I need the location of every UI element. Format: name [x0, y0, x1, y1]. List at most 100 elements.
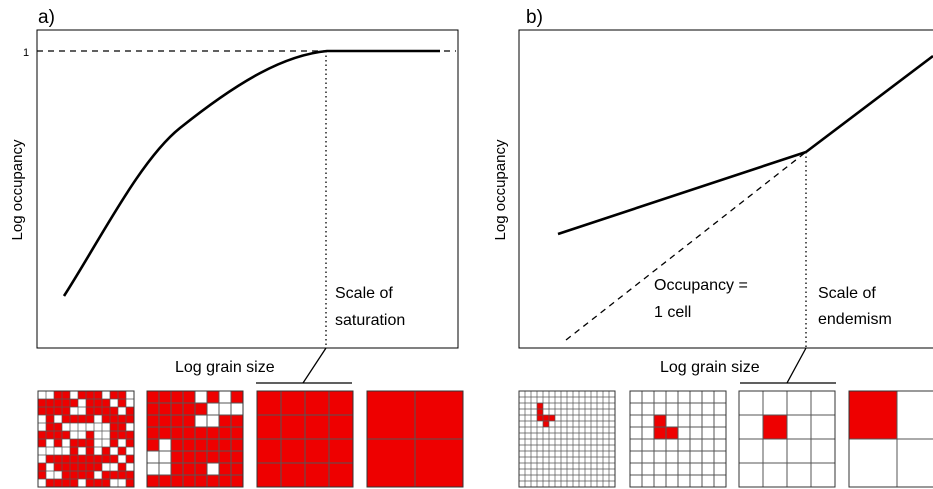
occupied-cell	[654, 415, 666, 427]
occupied-cell	[305, 391, 329, 415]
panel-a-annotation-line1: Scale of	[335, 285, 393, 302]
grid-border	[146, 390, 244, 488]
occupied-cell	[86, 407, 94, 415]
occupied-cell	[110, 439, 118, 447]
occupied-cell	[231, 475, 243, 487]
occupied-cell	[281, 439, 305, 463]
panel-a-y-axis-label: Log occupancy	[9, 139, 26, 240]
panel-a-grid-row	[37, 390, 464, 488]
occupied-cell	[110, 407, 118, 415]
occupied-cell	[219, 451, 231, 463]
occupied-cell	[62, 471, 70, 479]
occupied-cell	[86, 391, 94, 399]
occupied-cell	[118, 471, 126, 479]
occupied-cell	[62, 391, 70, 399]
occupied-cell	[126, 407, 134, 415]
panel-b-dashed-label-line1: Occupancy =	[654, 277, 748, 294]
occupied-cell	[183, 403, 195, 415]
panel-b-grid-4	[848, 390, 933, 488]
occupied-cell	[110, 423, 118, 431]
occupied-cell	[281, 463, 305, 487]
occupied-cell	[195, 403, 207, 415]
occupied-cell	[257, 463, 281, 487]
occupied-cell	[46, 415, 54, 423]
occupied-cell	[207, 427, 219, 439]
occupied-cell	[666, 427, 678, 439]
occupied-cell	[219, 427, 231, 439]
occupied-cell	[86, 455, 94, 463]
occupied-cell	[94, 479, 102, 487]
occupied-cell	[126, 471, 134, 479]
occupied-cell	[231, 427, 243, 439]
occupied-cell	[86, 399, 94, 407]
panel-a-occupancy-curve	[62, 49, 440, 297]
occupied-cell	[86, 439, 94, 447]
occupied-cell	[147, 403, 159, 415]
occupied-cell	[126, 455, 134, 463]
occupied-cell	[118, 463, 126, 471]
panel-b-upper-slope-line	[805, 54, 933, 154]
occupied-cell	[46, 455, 54, 463]
occupied-cell	[543, 421, 549, 427]
occupied-cell	[54, 439, 62, 447]
occupied-cell	[654, 427, 666, 439]
occupied-cell	[126, 479, 134, 487]
occupied-cell	[219, 439, 231, 451]
panel-b-one-cell-dashed-line	[565, 151, 807, 341]
occupied-cell	[62, 463, 70, 471]
occupied-cell	[329, 439, 353, 463]
occupied-cell	[118, 415, 126, 423]
occupied-cell	[231, 451, 243, 463]
occupied-cell	[118, 391, 126, 399]
occupied-cell	[70, 447, 78, 455]
occupied-cell	[281, 415, 305, 439]
panel-a-plot-frame	[36, 29, 459, 349]
occupied-cell	[118, 423, 126, 431]
panel-b-grid-2	[629, 390, 727, 488]
occupied-cell	[171, 475, 183, 487]
occupied-cell	[46, 407, 54, 415]
panel-b-callout-diagonal	[786, 347, 807, 384]
occupied-cell	[110, 455, 118, 463]
occupied-cell	[86, 479, 94, 487]
occupied-cell	[171, 427, 183, 439]
panel-a-x-axis-label: Log grain size	[175, 359, 275, 376]
occupied-cell	[94, 399, 102, 407]
occupied-cell	[86, 447, 94, 455]
occupied-cell	[171, 439, 183, 451]
occupied-cell	[549, 415, 555, 421]
panel-b-annotation-line2: endemism	[818, 311, 892, 328]
occupied-cell	[257, 439, 281, 463]
occupied-cell	[195, 439, 207, 451]
occupied-cell	[195, 475, 207, 487]
occupied-cell	[171, 451, 183, 463]
occupied-cell	[86, 415, 94, 423]
occupied-cell	[207, 391, 219, 403]
panel-b-annotation-line1: Scale of	[818, 285, 876, 302]
occupied-cell	[171, 391, 183, 403]
occupied-cell	[110, 471, 118, 479]
occupied-cell	[763, 415, 787, 439]
occupied-cell	[147, 415, 159, 427]
occupied-cell	[183, 391, 195, 403]
occupied-cell	[46, 479, 54, 487]
occupied-cell	[537, 409, 543, 415]
occupied-cell	[38, 463, 46, 471]
panel-b-dashed-label-line2: 1 cell	[654, 304, 691, 321]
occupied-cell	[543, 415, 549, 421]
occupied-cell	[159, 475, 171, 487]
occupied-cell	[195, 451, 207, 463]
occupied-cell	[78, 415, 86, 423]
occupied-cell	[415, 391, 463, 439]
occupied-cell	[46, 431, 54, 439]
grid-border	[37, 390, 135, 488]
occupied-cell	[171, 463, 183, 475]
grid-border	[738, 390, 836, 488]
occupied-cell	[219, 463, 231, 475]
occupied-cell	[62, 399, 70, 407]
occupied-cell	[70, 463, 78, 471]
grid-border	[366, 390, 464, 488]
occupied-cell	[207, 439, 219, 451]
occupied-cell	[183, 439, 195, 451]
